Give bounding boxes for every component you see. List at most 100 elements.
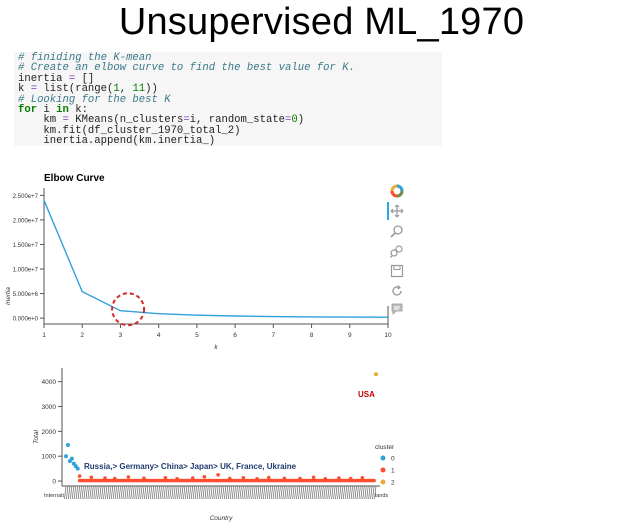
x-tick-label: 1	[42, 332, 46, 339]
code-line: k = list(range(1, 11))	[18, 83, 438, 96]
cluster-1-point	[216, 473, 220, 477]
code-token: =	[62, 114, 69, 127]
country-tick-label	[93, 485, 96, 500]
country-tick-label	[165, 485, 168, 500]
country-tick-label	[323, 485, 326, 500]
code-line: # finiding the K-mean	[18, 53, 438, 64]
country-tick-label	[122, 485, 125, 500]
country-tick-label	[344, 485, 348, 500]
country-tick-label	[333, 485, 336, 500]
country-tick-label	[237, 485, 240, 500]
country-tick-label	[298, 485, 301, 500]
cluster-1-point	[126, 475, 131, 479]
country-tick-label	[350, 485, 354, 500]
cluster-1-point	[163, 476, 168, 480]
country-tick-label	[181, 485, 184, 500]
save-icon[interactable]	[390, 264, 404, 278]
y-axis-label: Total	[33, 430, 40, 444]
country-tick-label	[68, 485, 71, 500]
country-tick-label	[169, 485, 172, 500]
country-tick-label	[79, 485, 82, 500]
country-tick-label	[309, 485, 313, 500]
country-tick-label	[340, 485, 344, 500]
cluster-1-point	[77, 474, 82, 478]
country-tick-label	[220, 485, 223, 500]
code-line: for i in k:	[18, 103, 438, 116]
country-tick-label	[274, 485, 277, 500]
country-tick-label	[272, 485, 276, 500]
country-tick-label	[374, 485, 377, 500]
country-tick-label	[245, 485, 248, 500]
x-tick-label: 9	[348, 332, 352, 339]
code-token: list(range(	[37, 83, 114, 96]
country-tick-label	[130, 485, 133, 500]
country-tick-label	[75, 485, 79, 500]
country-tick-label	[300, 485, 303, 500]
country-tick-label	[311, 485, 315, 500]
country-tick-label	[155, 485, 159, 500]
bokeh-logo-icon[interactable]	[390, 184, 404, 198]
wheel-zoom-icon[interactable]	[390, 244, 404, 258]
country-tick-label	[214, 485, 217, 500]
country-tick-label	[149, 485, 153, 500]
country-tick-label	[159, 485, 162, 500]
country-tick-label	[202, 485, 205, 500]
cluster-1-point	[266, 475, 271, 480]
country-tick-label	[116, 485, 120, 500]
country-tick-label	[222, 485, 225, 500]
code-cell: # finiding the K-mean # Create an elbow c…	[14, 52, 442, 146]
country-tick-label	[140, 485, 143, 500]
y-tick-label: 0	[52, 479, 56, 486]
legend-label: 0	[391, 456, 395, 463]
code-token: k:	[68, 103, 88, 116]
cluster-1-point	[255, 476, 259, 481]
top-countries-annotation: Russia,> Germany> China> Japan> UK, Fran…	[84, 462, 297, 471]
country-tick-label	[335, 485, 338, 500]
cluster-0-point	[65, 443, 70, 448]
country-tick-label	[264, 485, 268, 500]
code-line: # Create an elbow curve to find the best…	[18, 62, 438, 75]
code-token: km.fit(df_cluster_1970_total_2)	[18, 124, 241, 137]
pan-icon[interactable]	[390, 204, 404, 218]
code-token: 1	[113, 83, 120, 96]
country-tick-label	[247, 485, 250, 500]
country-tick-label	[262, 485, 266, 500]
country-tick-label	[346, 485, 350, 500]
box-zoom-icon[interactable]	[390, 224, 404, 238]
country-tick-label	[184, 485, 188, 500]
elbow-line	[43, 200, 389, 318]
country-tick-label	[303, 485, 307, 500]
cluster-1-point	[103, 476, 107, 480]
y-tick-label: 1000	[42, 454, 57, 461]
reset-icon[interactable]	[390, 284, 404, 298]
x-tick-label: 3	[119, 332, 123, 339]
country-tick-label	[101, 485, 104, 500]
country-tick-label	[239, 485, 242, 500]
x-tick-label: 8	[310, 332, 314, 339]
x-tick-label: 7	[272, 332, 276, 339]
code-token: # Create an elbow curve to find the best…	[18, 62, 355, 75]
country-tick-label	[175, 485, 178, 500]
code-line: # Looking for the best K	[18, 94, 438, 105]
cluster-1-point	[142, 476, 146, 481]
hover-icon[interactable]	[390, 302, 404, 316]
country-tick-label	[358, 485, 361, 500]
country-tick-label	[190, 485, 194, 500]
country-tick-label	[241, 485, 244, 500]
country-tick-label	[327, 485, 330, 500]
country-tick-label	[307, 485, 311, 500]
country-tick-label	[249, 485, 252, 500]
y-axis-label: inertia	[5, 287, 12, 305]
country-tick-label	[87, 485, 90, 500]
country-tick-label	[91, 485, 94, 500]
legend-label: 1	[391, 468, 395, 475]
x-tick-label: 5	[195, 332, 199, 339]
country-tick-label	[188, 485, 192, 500]
chart-toolbar	[387, 184, 406, 316]
legend-label: 2	[391, 480, 395, 487]
country-tick-label	[71, 485, 75, 500]
y-tick-label: 5.000e+6	[13, 292, 39, 298]
code-token: =	[183, 114, 190, 127]
country-tick-label	[366, 485, 369, 500]
country-tick-label	[364, 485, 367, 500]
